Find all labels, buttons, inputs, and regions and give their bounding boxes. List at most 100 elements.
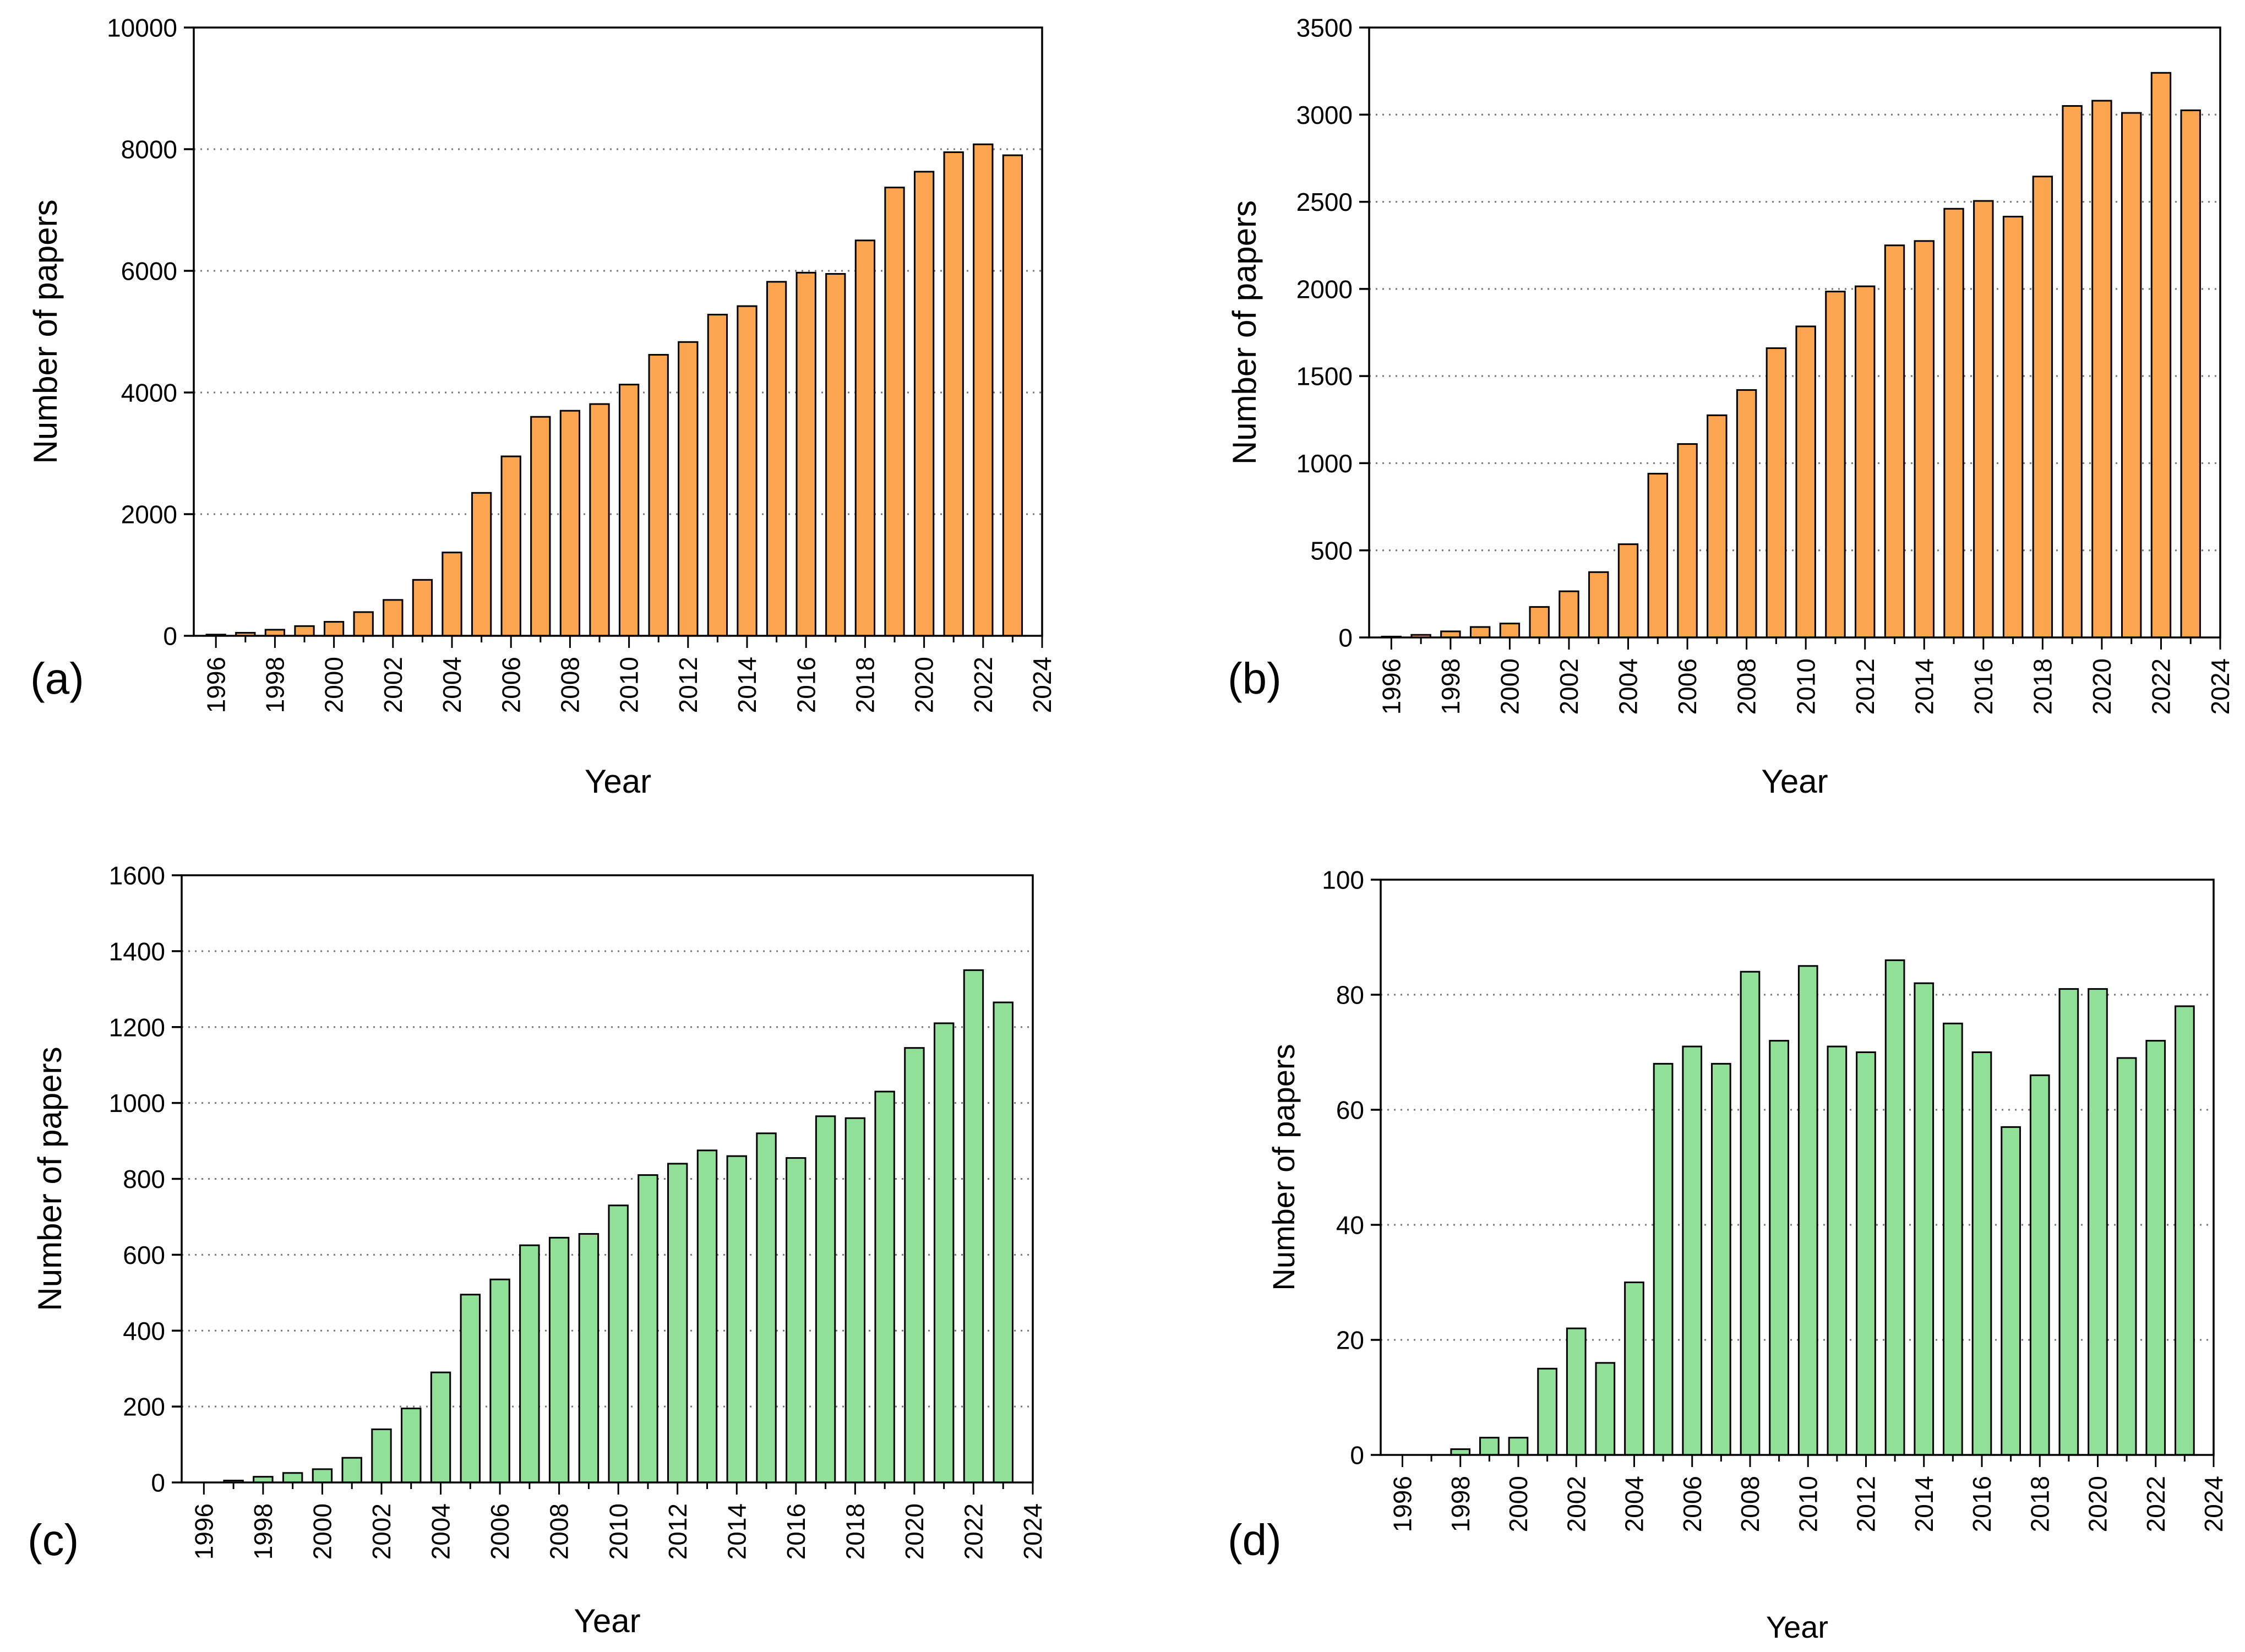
y-tick-label: 40 bbox=[1336, 1211, 1364, 1240]
bar-2009 bbox=[589, 403, 610, 637]
bar-2010 bbox=[1797, 965, 1818, 1456]
x-tick-label: 2018 bbox=[841, 1503, 869, 1560]
bar-2002 bbox=[383, 599, 404, 637]
bar-2013 bbox=[1884, 244, 1905, 639]
bar-2006 bbox=[500, 455, 521, 637]
panel-label: (a) bbox=[30, 654, 84, 703]
bar-2021 bbox=[943, 151, 964, 637]
bar-1999 bbox=[282, 1472, 303, 1484]
bar-2016 bbox=[795, 271, 816, 637]
bar-2018 bbox=[854, 239, 876, 637]
x-tick-label: 2000 bbox=[320, 657, 348, 713]
x-tick-label: 2012 bbox=[663, 1503, 692, 1560]
bar-2020 bbox=[913, 171, 935, 637]
bar-2017 bbox=[2002, 215, 2024, 639]
x-tick-label: 2012 bbox=[1852, 1476, 1881, 1532]
bar-2018 bbox=[2032, 176, 2053, 639]
bar-2008 bbox=[1740, 971, 1761, 1456]
bar-2003 bbox=[1588, 571, 1609, 639]
bar-2003 bbox=[401, 1408, 422, 1484]
bar-2013 bbox=[696, 1149, 718, 1484]
x-tick-label: 2024 bbox=[2199, 1476, 2228, 1532]
x-tick-label: 2010 bbox=[604, 1503, 633, 1560]
x-tick-label: 1998 bbox=[1436, 658, 1465, 715]
bar-2005 bbox=[471, 492, 492, 637]
bar-2006 bbox=[1682, 1045, 1703, 1456]
bar-2016 bbox=[1971, 1051, 1992, 1456]
bar-2002 bbox=[1566, 1327, 1587, 1456]
y-tick-label: 600 bbox=[123, 1241, 165, 1269]
bar-2013 bbox=[1884, 959, 1905, 1456]
bar-2007 bbox=[1711, 1062, 1731, 1456]
bar-2006 bbox=[1677, 443, 1698, 639]
x-tick-label: 2010 bbox=[1794, 1476, 1822, 1532]
bar-2008 bbox=[548, 1236, 570, 1484]
x-tick-label: 2016 bbox=[1968, 1476, 1996, 1532]
bar-2006 bbox=[489, 1278, 510, 1484]
y-axis-title: Number of papers bbox=[1266, 1044, 1301, 1290]
x-tick-label: 2008 bbox=[545, 1503, 574, 1560]
x-tick-label: 2008 bbox=[1732, 658, 1761, 715]
bar-2020 bbox=[2091, 100, 2112, 639]
bar-2022 bbox=[2145, 1040, 2166, 1456]
bar-2018 bbox=[844, 1117, 866, 1484]
x-tick-label: 2006 bbox=[1673, 658, 1702, 715]
y-axis-title: Number of papers bbox=[31, 1046, 68, 1311]
x-tick-label: 1996 bbox=[1388, 1476, 1417, 1532]
x-tick-label: 2004 bbox=[427, 1503, 455, 1560]
x-tick-label: 1998 bbox=[261, 657, 290, 713]
bar-2014 bbox=[726, 1155, 747, 1484]
bar-2021 bbox=[933, 1022, 955, 1484]
y-tick-label: 1600 bbox=[109, 862, 165, 890]
x-axis-title: Year bbox=[1761, 763, 1828, 800]
bar-2021 bbox=[2121, 112, 2142, 639]
bar-2020 bbox=[904, 1047, 925, 1484]
y-tick-label: 4000 bbox=[121, 379, 177, 407]
bar-2009 bbox=[578, 1233, 600, 1484]
bar-2019 bbox=[2058, 988, 2079, 1456]
x-tick-label: 1996 bbox=[201, 657, 230, 713]
bar-2016 bbox=[1973, 200, 1994, 639]
bar-2010 bbox=[618, 384, 640, 637]
x-axis-title: Year bbox=[574, 1602, 640, 1639]
bar-2004 bbox=[442, 552, 462, 637]
bar-2011 bbox=[648, 353, 669, 637]
bar-2023 bbox=[2180, 109, 2201, 639]
bar-2017 bbox=[2001, 1126, 2021, 1456]
x-tick-label: 2020 bbox=[2088, 658, 2116, 715]
bar-2017 bbox=[825, 273, 846, 637]
bar-2003 bbox=[412, 579, 433, 637]
bar-2000 bbox=[1499, 623, 1521, 639]
bar-2012 bbox=[678, 341, 699, 637]
x-tick-label: 2018 bbox=[2028, 658, 2057, 715]
y-tick-label: 1200 bbox=[109, 1013, 165, 1042]
bar-2008 bbox=[1736, 389, 1757, 639]
panel-b: 0 500 1000 1500 2000 2500 3000 3500 1996 1998 2000… bbox=[1226, 14, 2235, 800]
x-tick-label: 2014 bbox=[733, 657, 761, 713]
panel-label: (b) bbox=[1228, 654, 1282, 703]
x-tick-label: 2004 bbox=[438, 657, 466, 713]
x-tick-label: 2022 bbox=[2147, 658, 2176, 715]
y-tick-label: 0 bbox=[163, 622, 177, 651]
bar-2021 bbox=[2116, 1057, 2137, 1456]
x-tick-label: 2024 bbox=[1028, 657, 1056, 713]
x-tick-label: 2008 bbox=[556, 657, 585, 713]
x-tick-label: 2024 bbox=[2206, 658, 2235, 715]
bar-2017 bbox=[815, 1115, 836, 1484]
bar-2011 bbox=[637, 1174, 658, 1484]
x-tick-label: 2010 bbox=[615, 657, 644, 713]
x-tick-label: 2004 bbox=[1620, 1476, 1649, 1532]
y-tick-label: 0 bbox=[151, 1469, 165, 1497]
x-tick-label: 1996 bbox=[1377, 658, 1405, 715]
bar-1999 bbox=[1479, 1437, 1500, 1456]
bar-2015 bbox=[756, 1132, 777, 1484]
x-axis-title: Year bbox=[585, 763, 651, 800]
bar-2014 bbox=[1914, 982, 1935, 1456]
bar-2007 bbox=[530, 416, 551, 637]
bar-2022 bbox=[963, 969, 984, 1484]
y-tick-label: 8000 bbox=[121, 135, 177, 164]
bar-2018 bbox=[2029, 1074, 2050, 1456]
bar-2005 bbox=[1647, 472, 1669, 639]
bar-2000 bbox=[312, 1468, 333, 1484]
x-tick-label: 2006 bbox=[1678, 1476, 1707, 1532]
